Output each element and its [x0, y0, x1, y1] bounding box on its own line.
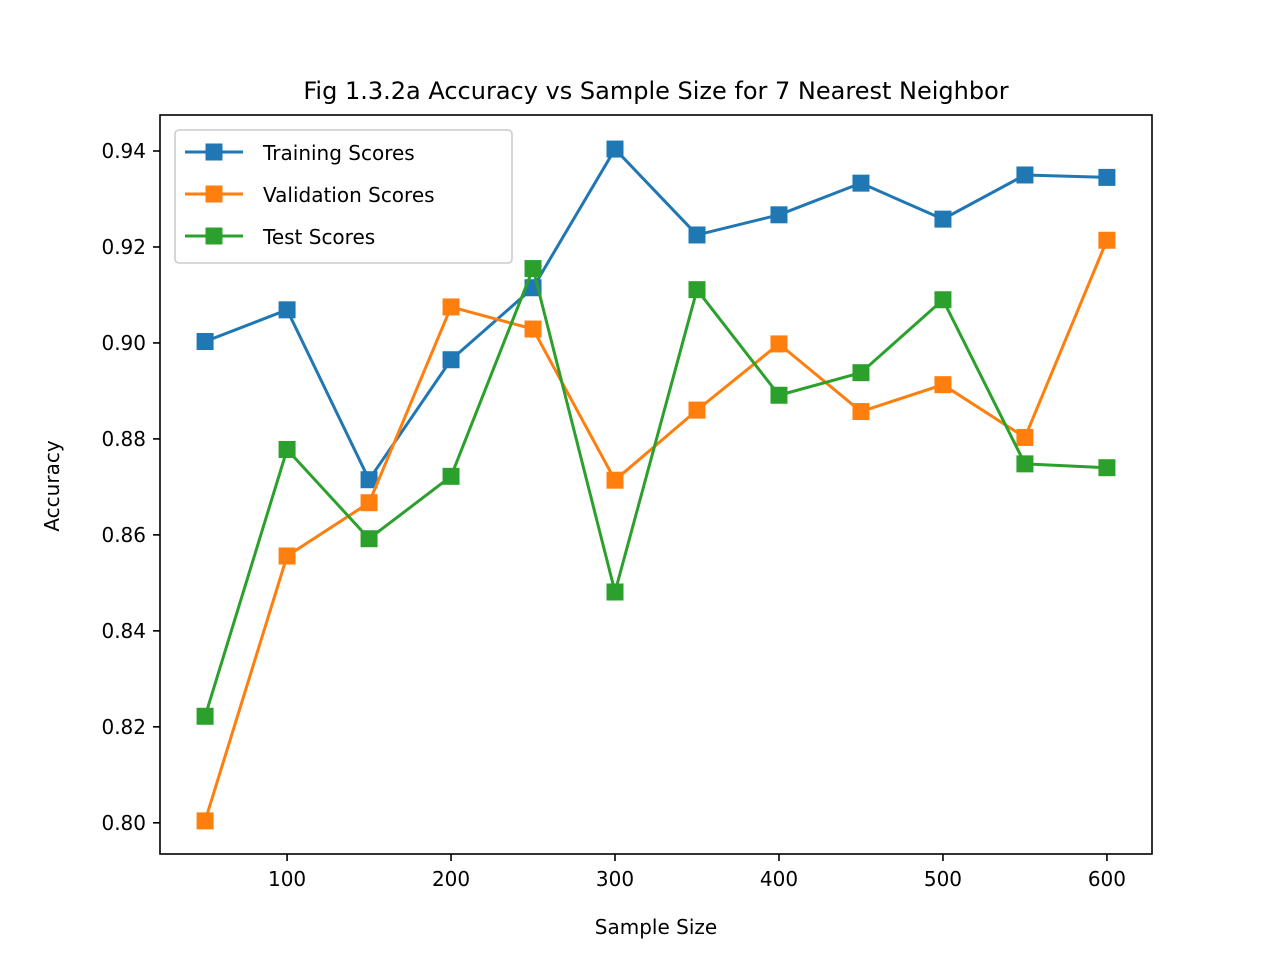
legend-label-2: Test Scores — [262, 225, 375, 249]
series-1-point-9 — [934, 376, 952, 394]
series-2-point-4 — [524, 260, 542, 278]
x-tick-label-5: 600 — [1088, 867, 1126, 891]
series-2-point-5 — [606, 583, 624, 601]
series-1-point-1 — [278, 547, 296, 565]
series-0-point-8 — [852, 174, 870, 192]
series-2-point-9 — [934, 291, 952, 309]
series-1-point-7 — [770, 335, 788, 353]
series-0-point-6 — [688, 226, 706, 244]
axes: 100 200 300 400 500 600 0.80 0.82 0.84 0.86 0.88 0.… — [101, 114, 1153, 891]
series-2-point-6 — [688, 281, 706, 299]
series-0-point-11 — [1098, 168, 1116, 186]
series-1-point-11 — [1098, 231, 1116, 249]
plot-area — [196, 140, 1116, 830]
y-tick-label-4: 0.88 — [101, 427, 146, 451]
legend-label-0: Training Scores — [262, 141, 415, 165]
series-0-point-1 — [278, 301, 296, 319]
series-0-point-7 — [770, 206, 788, 224]
x-tick-label-3: 400 — [760, 867, 798, 891]
y-tick-label-6: 0.92 — [101, 235, 146, 259]
y-tick-label-2: 0.84 — [101, 619, 146, 643]
legend-marker-1 — [205, 185, 223, 203]
series-0-point-2 — [360, 471, 378, 489]
x-tick-label-4: 500 — [924, 867, 962, 891]
series-2-point-2 — [360, 530, 378, 548]
series-2-point-1 — [278, 440, 296, 458]
y-tick-label-0: 0.80 — [101, 811, 146, 835]
series-0-point-10 — [1016, 166, 1034, 184]
series-1-point-4 — [524, 320, 542, 338]
y-axis-label: Accuracy — [40, 440, 64, 531]
legend: Training Scores Validation Scores Test Sco… — [174, 129, 513, 264]
y-tick-label-3: 0.86 — [101, 523, 146, 547]
legend-marker-0 — [205, 143, 223, 161]
series-2-point-11 — [1098, 459, 1116, 477]
axes-frame — [159, 114, 1153, 855]
series-1-point-10 — [1016, 428, 1034, 446]
series-2-point-3 — [442, 467, 460, 485]
x-axis-label: Sample Size — [595, 915, 717, 939]
series-1-point-5 — [606, 471, 624, 489]
series-0-point-9 — [934, 210, 952, 228]
legend-box — [174, 129, 513, 264]
series-line-0 — [204, 147, 1107, 482]
series-1-point-8 — [852, 403, 870, 421]
legend-marker-2 — [205, 227, 223, 245]
y-tick-label-7: 0.94 — [101, 139, 146, 163]
series-0-point-3 — [442, 351, 460, 369]
chart-title: Fig 1.3.2a Accuracy vs Sample Size for 7… — [303, 77, 1008, 105]
series-0-point-0 — [196, 332, 214, 350]
series-2-point-0 — [196, 707, 214, 725]
y-tick-label-5: 0.90 — [101, 331, 146, 355]
series-0-point-5 — [606, 140, 624, 158]
series-line-2 — [203, 267, 1107, 717]
series-2-point-10 — [1016, 455, 1034, 473]
x-tick-label-0: 100 — [268, 867, 306, 891]
series-1-point-0 — [196, 812, 214, 830]
x-tick-label-1: 200 — [432, 867, 470, 891]
series-1-point-3 — [442, 298, 460, 316]
x-tick-label-2: 300 — [596, 867, 634, 891]
series-1-point-2 — [360, 494, 378, 512]
legend-label-1: Validation Scores — [263, 183, 435, 207]
series-1-point-6 — [688, 401, 706, 419]
y-tick-label-1: 0.82 — [101, 715, 146, 739]
series-2-point-7 — [770, 386, 788, 404]
series-2-point-8 — [852, 364, 870, 382]
